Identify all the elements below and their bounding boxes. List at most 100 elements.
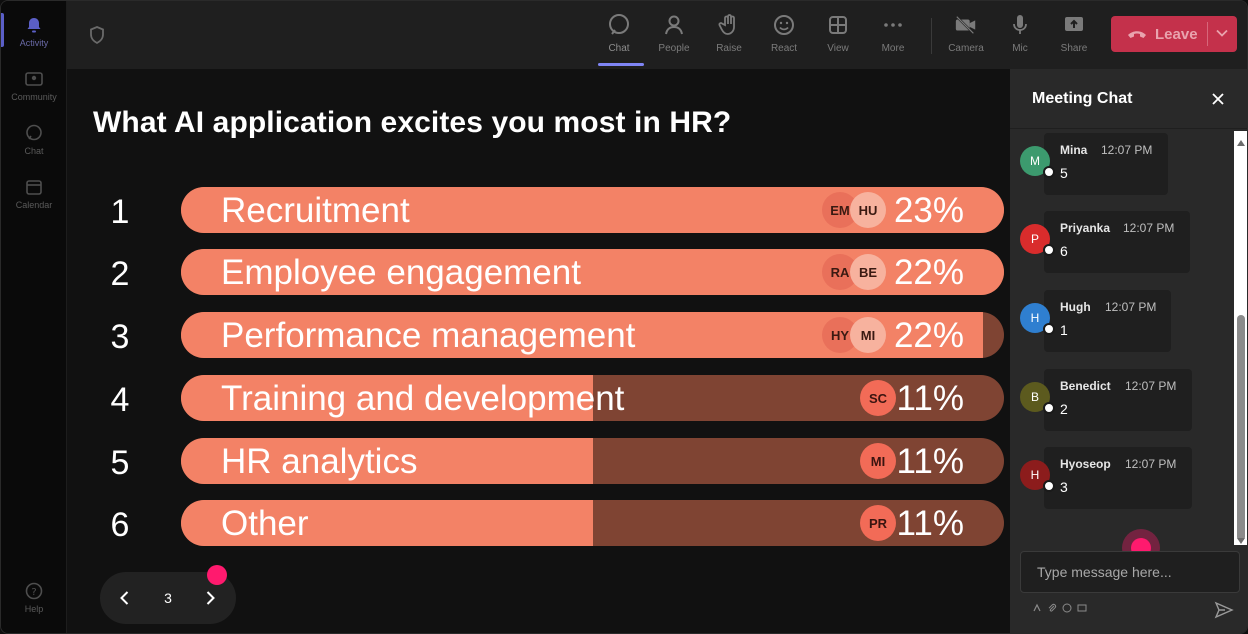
message-sender: Mina (1060, 143, 1088, 157)
next-slide-icon[interactable] (201, 589, 219, 607)
raise-button-label: Raise (716, 43, 742, 54)
rail-label: Community (11, 92, 57, 102)
cursor-indicator (207, 565, 227, 585)
scroll-up-arrow-icon[interactable] (1237, 133, 1245, 151)
share-button[interactable]: Share (1049, 13, 1099, 61)
message-timestamp: 12:07 PM (1123, 221, 1175, 235)
share-button-label: Share (1060, 43, 1088, 54)
people-button[interactable]: People (649, 13, 699, 61)
presence-status-dot (1043, 166, 1055, 178)
presence-status-dot (1043, 480, 1055, 492)
close-icon[interactable] (1210, 91, 1226, 107)
view-button-label: View (827, 43, 849, 54)
rail-label: Activity (19, 38, 49, 48)
message-bubble: Hyoseop 12:07 PM 3 (1044, 447, 1192, 509)
chevron-down-icon[interactable] (1215, 26, 1229, 44)
message-text: 6 (1060, 243, 1068, 259)
chat-icon (607, 13, 631, 37)
more-button[interactable]: More (868, 13, 918, 61)
chat-message[interactable]: Benedict 12:07 PM 2 B (1010, 369, 1247, 433)
poll-option-row: 5 HR analytics MI 11% (67, 438, 1010, 486)
poll-option-label: Other (221, 504, 309, 543)
rail-item-calendar[interactable]: Calendar (1, 167, 67, 217)
poll-option-rank: 2 (110, 255, 130, 293)
toolbar-divider (931, 18, 932, 54)
poll-option-bar: Other PR 11% (181, 500, 1004, 546)
meeting-chat-panel: Meeting Chat Mina 12:07 PM 5 M Priyanka 12:07… (1010, 69, 1247, 633)
chat-message[interactable]: Mina 12:07 PM 5 M (1010, 133, 1247, 197)
message-timestamp: 12:07 PM (1101, 143, 1153, 157)
mic-button[interactable]: Mic (995, 13, 1045, 61)
emoji-icon[interactable] (1062, 603, 1072, 615)
poll-option-rank: 1 (110, 193, 130, 231)
presence-status-dot (1043, 244, 1055, 256)
poll-option-label: Recruitment (221, 191, 410, 230)
poll-option-percent: 22% (893, 316, 964, 355)
poll-option-rank: 4 (110, 381, 130, 419)
rail-item-activity[interactable]: Activity (1, 5, 67, 55)
scrollbar-thumb[interactable] (1237, 315, 1245, 541)
rail-item-help[interactable]: ? Help (1, 571, 67, 621)
rail-item-chat[interactable]: Chat (1, 113, 67, 163)
message-text: 2 (1060, 401, 1068, 417)
slide-number: 3 (164, 590, 172, 606)
scroll-down-arrow-icon[interactable] (1237, 531, 1245, 549)
previous-slide-icon[interactable] (116, 589, 134, 607)
shield-icon (87, 25, 107, 45)
hand-icon (717, 13, 741, 37)
poll-option-label: Training and development (221, 379, 625, 418)
camera-button[interactable]: Camera (941, 13, 991, 61)
rail-item-community[interactable]: Community (1, 59, 67, 109)
raise-hand-button[interactable]: Raise (704, 13, 754, 61)
poll-option-row: 1 Recruitment EM HU 23% (67, 187, 1010, 235)
view-button[interactable]: View (813, 13, 863, 61)
message-compose-box (1020, 551, 1240, 593)
people-icon (662, 13, 686, 37)
poll-option-percent: 11% (896, 504, 964, 543)
hang-up-icon (1127, 27, 1147, 41)
poll-option-label: Performance management (221, 316, 636, 355)
poll-stage: What AI application excites you most in … (67, 69, 1010, 633)
poll-option-bar: Training and development SC 11% (181, 375, 1004, 421)
poll-option-label: Employee engagement (221, 253, 581, 292)
format-icon[interactable] (1032, 603, 1042, 615)
ellipsis-icon (881, 13, 905, 37)
poll-option-bar: Recruitment EM HU 23% (181, 187, 1004, 233)
chat-message[interactable]: Priyanka 12:07 PM 6 P (1010, 211, 1247, 275)
poll-option-label: HR analytics (221, 442, 418, 481)
poll-option-row: 3 Performance management HY MI 22% (67, 312, 1010, 360)
leave-button[interactable]: Leave (1111, 16, 1237, 52)
attach-icon[interactable] (1047, 603, 1057, 615)
message-input[interactable] (1021, 552, 1239, 592)
message-sender: Hyoseop (1060, 457, 1111, 471)
poll-option-percent: 23% (893, 191, 964, 230)
chat-header: Meeting Chat (1010, 69, 1247, 129)
poll-option-row: 2 Employee engagement RA BE 22% (67, 249, 1010, 297)
react-button[interactable]: React (759, 13, 809, 61)
message-sender: Benedict (1060, 379, 1111, 393)
poll-option-bar: HR analytics MI 11% (181, 438, 1004, 484)
camera-off-icon (954, 13, 978, 37)
gif-icon[interactable] (1077, 603, 1087, 615)
poll-option-fill (181, 438, 593, 484)
chat-icon (24, 123, 44, 143)
leave-divider (1207, 22, 1208, 46)
poll-option-bar: Performance management HY MI 22% (181, 312, 1004, 358)
microphone-icon (1008, 13, 1032, 37)
poll-question: What AI application excites you most in … (93, 106, 732, 139)
community-icon (24, 69, 44, 89)
message-timestamp: 12:07 PM (1125, 379, 1177, 393)
poll-option-rank: 5 (110, 444, 130, 482)
chat-message[interactable]: Hugh 12:07 PM 1 H (1010, 290, 1247, 354)
chat-title: Meeting Chat (1032, 90, 1133, 107)
presence-status-dot (1043, 323, 1055, 335)
poll-option-rank: 6 (110, 506, 130, 544)
send-icon[interactable] (1214, 601, 1234, 619)
poll-option-bar: Employee engagement RA BE 22% (181, 249, 1004, 295)
rail-label: Chat (24, 146, 44, 156)
message-text: 1 (1060, 322, 1068, 338)
chat-button[interactable]: Chat (594, 13, 644, 61)
compose-toolbar (1032, 603, 1087, 615)
chat-message[interactable]: Hyoseop 12:07 PM 3 H (1010, 447, 1247, 511)
